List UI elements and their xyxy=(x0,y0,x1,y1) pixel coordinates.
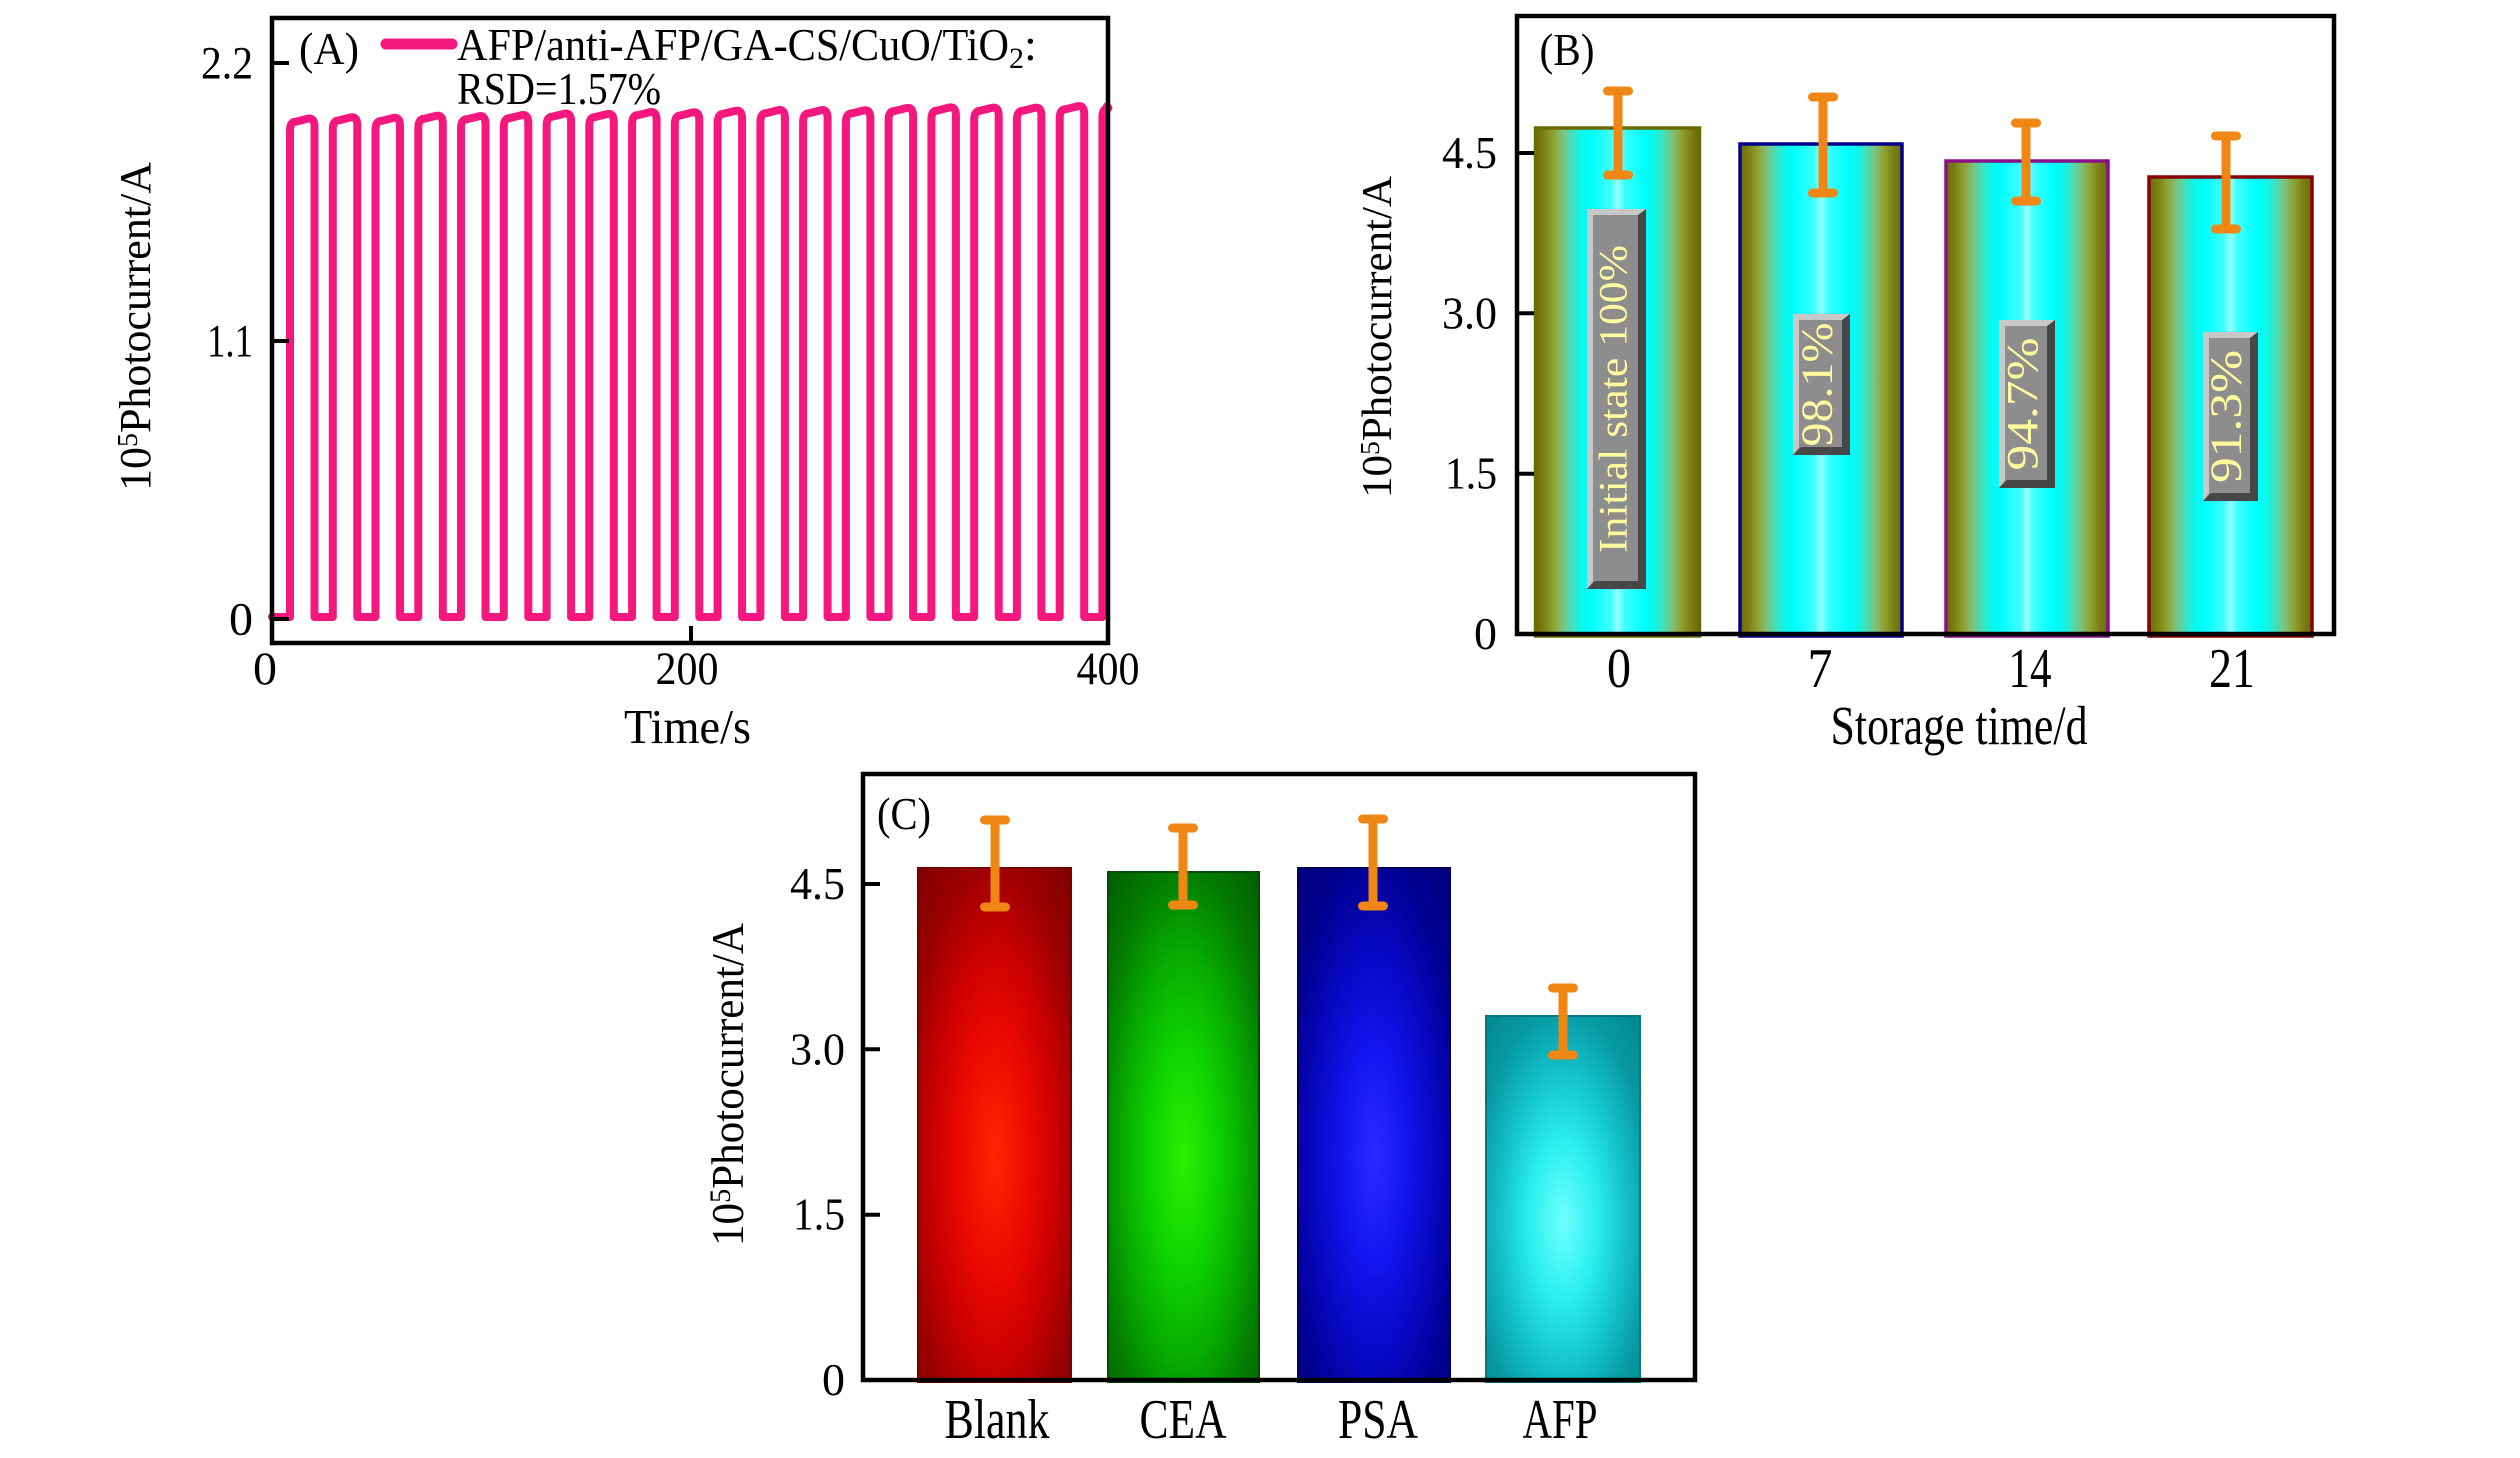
svg-text:0: 0 xyxy=(1607,638,1631,700)
svg-text:AFP: AFP xyxy=(1523,1389,1598,1451)
svg-text:4.5: 4.5 xyxy=(790,858,845,909)
svg-text:(B): (B) xyxy=(1540,24,1595,75)
svg-text:3.0: 3.0 xyxy=(1442,287,1497,338)
svg-text:400: 400 xyxy=(1077,643,1140,695)
svg-text:0: 0 xyxy=(822,1354,845,1405)
svg-text:AFP/anti-AFP/GA-CS/CuO/TiO2:: AFP/anti-AFP/GA-CS/CuO/TiO2: xyxy=(457,19,1037,75)
svg-text:21: 21 xyxy=(2209,638,2255,700)
svg-text:0: 0 xyxy=(1474,608,1497,659)
svg-text:91.3%: 91.3% xyxy=(2202,350,2251,483)
svg-text:4.5: 4.5 xyxy=(1442,127,1497,178)
svg-text:1.5: 1.5 xyxy=(1445,448,1497,499)
svg-text:(A): (A) xyxy=(299,23,359,74)
svg-text:98.1%: 98.1% xyxy=(1793,323,1842,447)
svg-text:0: 0 xyxy=(253,643,277,695)
svg-text:1.5: 1.5 xyxy=(793,1189,845,1240)
svg-text:2.2: 2.2 xyxy=(201,38,253,90)
svg-text:CEA: CEA xyxy=(1140,1389,1227,1451)
svg-text:1.1: 1.1 xyxy=(207,316,253,368)
svg-text:RSD=1.57%: RSD=1.57% xyxy=(457,63,661,114)
svg-text:Storage time/d: Storage time/d xyxy=(1831,695,2088,756)
svg-text:Time/s: Time/s xyxy=(624,699,751,754)
svg-text:Initial state 100%: Initial state 100% xyxy=(1591,245,1636,553)
svg-text:0: 0 xyxy=(229,594,253,646)
svg-text:94.7%: 94.7% xyxy=(1998,338,2047,471)
svg-text:7: 7 xyxy=(1808,638,1833,700)
svg-text:(C): (C) xyxy=(877,788,931,839)
svg-text:200: 200 xyxy=(656,643,719,695)
svg-text:14: 14 xyxy=(2009,638,2052,700)
svg-text:3.0: 3.0 xyxy=(790,1023,845,1074)
svg-text:Blank: Blank xyxy=(945,1389,1050,1451)
svg-text:PSA: PSA xyxy=(1338,1389,1418,1451)
svg-text:105Photocurrent/A: 105Photocurrent/A xyxy=(702,923,753,1246)
